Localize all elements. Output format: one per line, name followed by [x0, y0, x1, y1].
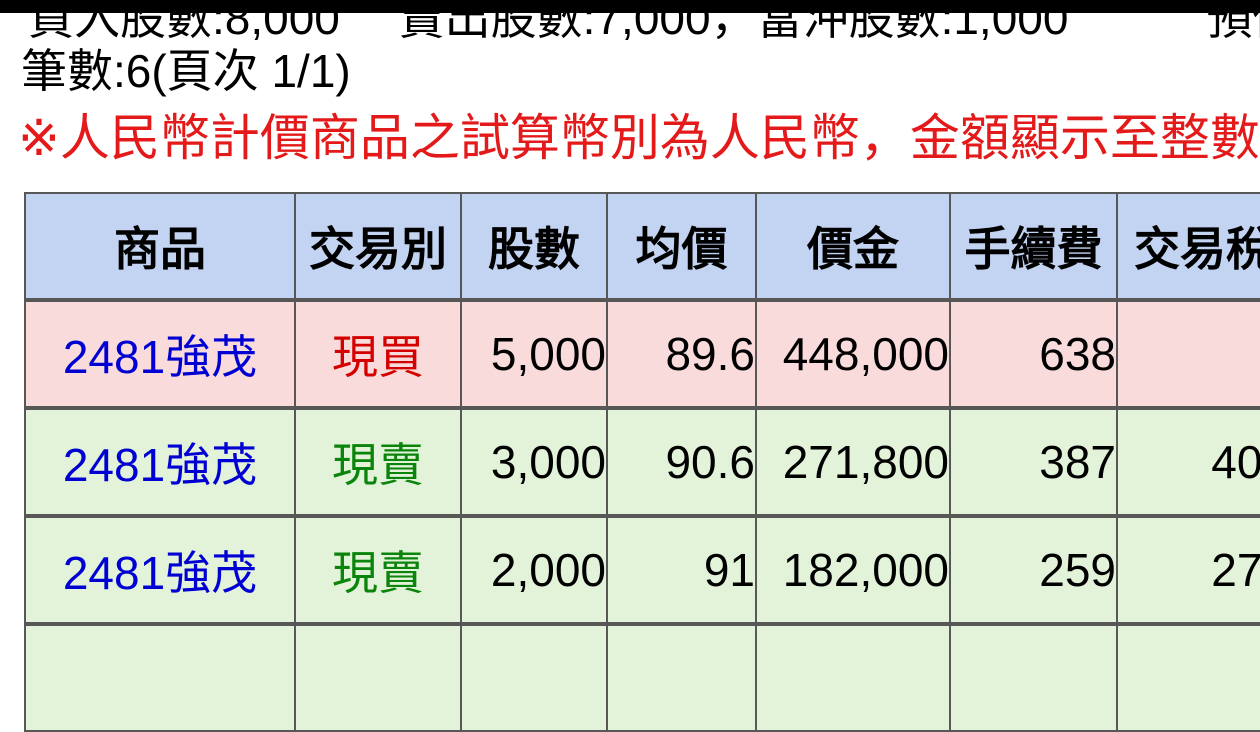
tax-cell: 0 — [1118, 300, 1260, 408]
fee-cell: 638 — [951, 300, 1118, 408]
amount-cell: 448,000 — [757, 300, 951, 408]
col-header-trade-type: 交易別 — [296, 192, 462, 300]
shares-cell: 3,000 — [462, 408, 608, 516]
amount-cell: 182,000 — [757, 516, 951, 624]
table-row: 2481強茂 現買 5,000 89.6 448,000 638 0 — [24, 300, 1260, 408]
table-header-row: 商品 交易別 股數 均價 價金 手續費 交易稅 — [24, 192, 1260, 300]
fee-cell: 387 — [951, 408, 1118, 516]
col-header-amount: 價金 — [757, 192, 951, 300]
col-header-shares: 股數 — [462, 192, 608, 300]
tax-cell: 407 — [1118, 408, 1260, 516]
table-row: 2481強茂 現賣 3,000 90.6 271,800 387 407 — [24, 408, 1260, 516]
trade-type-cell: 現賣 — [296, 516, 462, 624]
amount-cell: 271,800 — [757, 408, 951, 516]
col-header-avg-price: 均價 — [608, 192, 757, 300]
trade-type-cell — [296, 624, 462, 732]
avg-price-cell: 91 — [608, 516, 757, 624]
amount-cell — [757, 624, 951, 732]
product-cell[interactable]: 2481強茂 — [24, 516, 296, 624]
fee-cell: 259 — [951, 516, 1118, 624]
fee-cell — [951, 624, 1118, 732]
tax-cell — [1118, 624, 1260, 732]
trade-type-cell: 現買 — [296, 300, 462, 408]
trade-results-table-wrap: 商品 交易別 股數 均價 價金 手續費 交易稅 2481強茂 現買 5,000 … — [24, 192, 1260, 732]
avg-price-cell: 89.6 — [608, 300, 757, 408]
rmb-notice-text: ※人民幣計價商品之試算幣別為人民幣，金額顯示至整數 — [18, 110, 1260, 166]
col-header-fee: 手續費 — [951, 192, 1118, 300]
shares-cell: 5,000 — [462, 300, 608, 408]
top-black-bar — [0, 0, 1260, 13]
table-row: 2481強茂 現賣 2,000 91 182,000 259 273 — [24, 516, 1260, 624]
shares-cell: 2,000 — [462, 516, 608, 624]
col-header-product: 商品 — [24, 192, 296, 300]
trade-type-cell: 現賣 — [296, 408, 462, 516]
product-cell[interactable]: 2481強茂 — [24, 408, 296, 516]
avg-price-cell: 90.6 — [608, 408, 757, 516]
shares-cell — [462, 624, 608, 732]
record-count-line: 筆數:6(頁次 1/1) — [21, 45, 351, 97]
table-row — [24, 624, 1260, 732]
trade-results-table: 商品 交易別 股數 均價 價金 手續費 交易稅 2481強茂 現買 5,000 … — [24, 192, 1260, 732]
product-cell[interactable] — [24, 624, 296, 732]
product-cell[interactable]: 2481強茂 — [24, 300, 296, 408]
tax-cell: 273 — [1118, 516, 1260, 624]
avg-price-cell — [608, 624, 757, 732]
col-header-tax: 交易稅 — [1118, 192, 1260, 300]
